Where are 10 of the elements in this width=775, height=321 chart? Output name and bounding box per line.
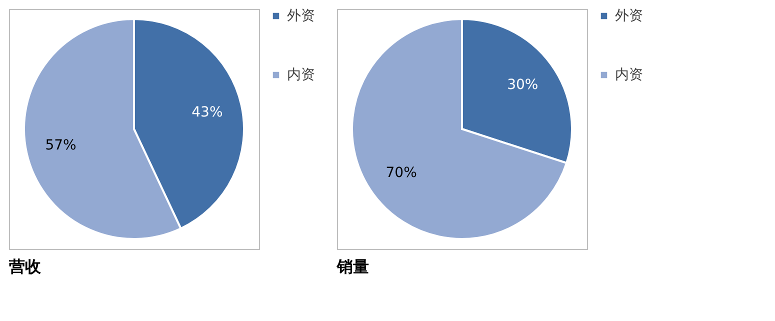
data-label: 57% (45, 137, 76, 154)
legend-label: 内资 (287, 67, 315, 83)
legend-label: 外资 (615, 8, 643, 24)
data-label: 43% (192, 104, 223, 121)
data-label: 70% (386, 165, 417, 182)
legend-label: 内资 (615, 67, 643, 83)
legend-label: 外资 (287, 8, 315, 24)
data-label: 30% (507, 76, 538, 93)
text: 销量 (336, 257, 369, 276)
text: 营收 (8, 257, 42, 276)
